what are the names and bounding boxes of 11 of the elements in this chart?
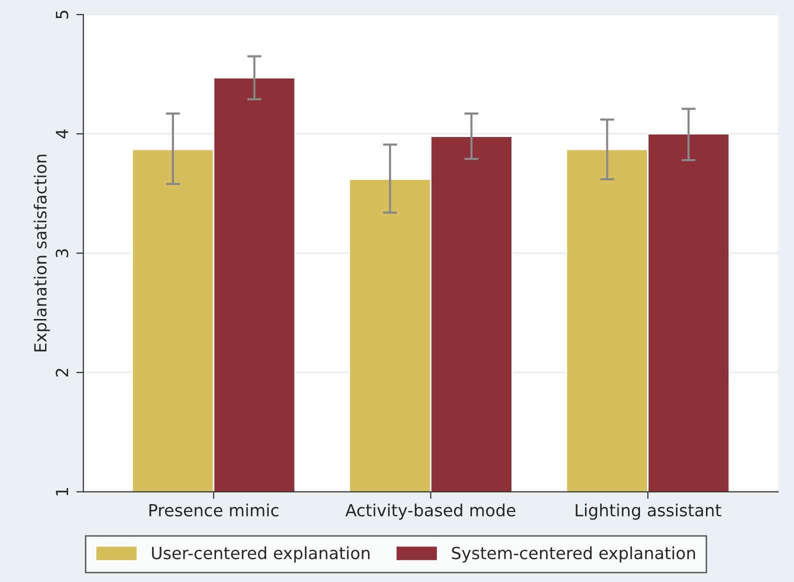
y-tick-label: 4	[56, 129, 68, 138]
y-axis-title: Explanation satisfaction	[34, 154, 50, 352]
y-tick-label: 3	[56, 249, 68, 258]
y-tick-label: 5	[56, 10, 68, 19]
legend-label: User-centered explanation	[152, 546, 370, 563]
x-tick-label: Presence mimic	[149, 504, 278, 516]
x-tick-label: Activity-based mode	[345, 504, 516, 520]
y-tick-label: 1	[56, 488, 68, 496]
legend-label: System-centered explanation	[452, 546, 695, 563]
y-tick-label: 2	[56, 368, 68, 377]
x-tick-label: Lighting assistant	[576, 504, 722, 520]
